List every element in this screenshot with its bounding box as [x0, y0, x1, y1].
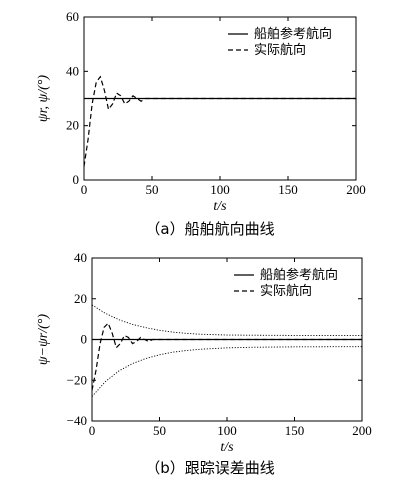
x-tick-label: 200	[346, 182, 366, 197]
x-tick-label: 200	[352, 423, 372, 438]
x-tick-label: 150	[285, 423, 305, 438]
y-tick-label: 20	[74, 291, 87, 306]
y-tick-label: 60	[66, 9, 79, 24]
x-axis-label: t/s	[213, 199, 227, 214]
legend-label: 实际航向	[260, 283, 312, 299]
chart-1: 0 50 100 150 200 −40 −20 0 20 40 t/s ψ−ψr/(°) 船舶参考航向…	[36, 250, 372, 477]
y-tick-label: 0	[81, 332, 88, 347]
x-tick-label: 150	[278, 182, 298, 197]
series-line-1-dashed	[91, 322, 362, 391]
series-line-3-dotted	[91, 346, 363, 397]
x-tick-label: 0	[81, 182, 88, 197]
y-tick-label: −40	[67, 413, 87, 428]
legend-label: 实际航向	[254, 42, 306, 58]
x-tick-label: 0	[89, 423, 96, 438]
y-tick-label: 0	[73, 172, 80, 187]
series-line-1-dashed	[83, 75, 356, 167]
chart-caption: （b）跟踪误差曲线	[145, 459, 275, 477]
legend-label: 船舶参考航向	[260, 267, 338, 283]
x-tick-label: 100	[210, 182, 230, 197]
x-tick-label: 100	[217, 423, 237, 438]
y-tick-label: 40	[66, 63, 79, 78]
legend-label: 船舶参考航向	[254, 26, 332, 42]
x-tick-label: 50	[153, 423, 166, 438]
y-tick-label: 40	[74, 250, 87, 265]
chart-caption: （a）船舶航向曲线	[145, 220, 274, 238]
series-line-2-dotted	[91, 304, 362, 336]
y-tick-label: 20	[66, 118, 79, 133]
chart-0: 0 50 100 150 200 0 20 40 60 t/s ψr, ψ/(°) 船舶参考航向实际航…	[36, 9, 366, 238]
y-tick-label: −20	[67, 372, 87, 387]
y-axis-label: ψ−ψr/(°)	[36, 314, 51, 365]
x-axis-label: t/s	[220, 440, 234, 455]
y-axis-label: ψr, ψ/(°)	[36, 75, 51, 122]
x-tick-label: 50	[146, 182, 159, 197]
